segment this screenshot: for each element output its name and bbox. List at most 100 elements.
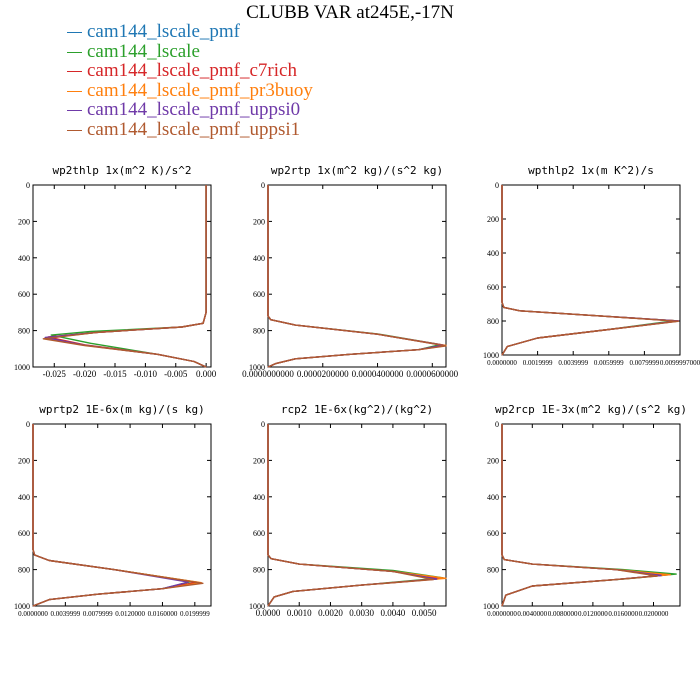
chart-panel: wp2rtp 1x(m^2 kg)/(s^2 kg) 0 200 400 600 800 1… (242, 164, 459, 379)
legend-swatch (67, 51, 82, 53)
x-tick-label: 0.0079999 (630, 359, 660, 367)
legend-swatch (67, 90, 82, 92)
legend-item: cam144_lscale_pmf (67, 22, 313, 42)
x-tick-label: 0.0200000 (639, 610, 669, 618)
y-tick-label: 800 (253, 327, 265, 336)
y-tick-label: 600 (487, 529, 499, 538)
x-tick-label: -0.010 (134, 369, 158, 379)
plot-frame (501, 423, 681, 607)
y-tick-label: 200 (253, 456, 265, 465)
legend-swatch (67, 32, 82, 34)
y-tick-label: 400 (487, 249, 499, 258)
series-line (42, 185, 207, 368)
x-tick-label: 0.0000000 (487, 359, 517, 367)
series-line (32, 424, 204, 607)
x-tick-label: -0.020 (73, 369, 97, 379)
plot-frame (267, 423, 447, 607)
x-tick-label: 0.0000000000 (242, 369, 294, 379)
x-tick-label: -0.015 (103, 369, 127, 379)
y-tick-label: 0 (261, 420, 265, 429)
y-tick-label: 1000 (14, 363, 30, 372)
y-tick-label: 800 (487, 317, 499, 326)
y-tick-label: 200 (487, 456, 499, 465)
series-line (267, 424, 444, 607)
legend-item: cam144_lscale_pmf_pr3buoy (67, 80, 313, 101)
y-tick-label: 400 (487, 493, 499, 502)
chart-title: rcp2 1E-6x(kg^2)/(kg^2) (281, 403, 433, 416)
chart-panel: rcp2 1E-6x(kg^2)/(kg^2) 0 200 400 600 800 1000… (249, 403, 447, 618)
x-tick-label: 0.0120000 (578, 610, 608, 618)
series-line (267, 424, 441, 607)
x-tick-label: 0.0000 (256, 608, 281, 618)
series-line (501, 424, 662, 607)
series-line (50, 185, 207, 368)
legend: cam144_lscale_pmf cam144_lscale cam144_lsc… (67, 22, 313, 139)
x-tick-label: 0.0010 (287, 608, 312, 618)
x-tick-label: 0.0019999 (523, 359, 553, 367)
series-line (501, 185, 679, 356)
legend-label: cam144_lscale_pmf_uppsi1 (87, 118, 301, 140)
y-tick-label: 400 (18, 493, 30, 502)
y-tick-label: 1000 (483, 351, 499, 360)
x-tick-label: 0.000 (196, 369, 217, 379)
y-tick-label: 0 (261, 181, 265, 190)
y-tick-label: 600 (487, 283, 499, 292)
chart-title: wprtp2 1E-6x(m kg)/(s kg) (39, 403, 205, 416)
x-tick-label: 0.0030 (349, 608, 374, 618)
series-line (44, 185, 207, 368)
chart-panel: wpthlp2 1x(m K^2)/s020040060080010000.00… (483, 164, 700, 367)
series-line (44, 185, 207, 368)
y-tick-label: 800 (18, 327, 30, 336)
y-tick-label: 200 (18, 456, 30, 465)
y-tick-label: 0 (495, 181, 499, 190)
x-tick-label: 0.0050 (412, 608, 437, 618)
series-line (267, 185, 444, 368)
series-line (501, 185, 679, 356)
chart-panel: wp2thlp 1x(m^2 K)/s^2 0 200 400 600 800 1000 -0… (14, 164, 217, 379)
x-tick-label: -0.025 (43, 369, 67, 379)
x-tick-label: 0.0000200000 (297, 369, 349, 379)
y-tick-label: 0 (26, 181, 30, 190)
series-line (267, 185, 447, 368)
y-tick-label: 800 (18, 566, 30, 575)
y-tick-label: 600 (18, 529, 30, 538)
x-tick-label: 0.0080000 (548, 610, 578, 618)
legend-swatch (67, 129, 82, 131)
legend-item: cam144_lscale (67, 40, 313, 62)
series-line (501, 185, 679, 356)
legend-label: cam144_lscale (87, 40, 200, 62)
series-line (501, 185, 679, 356)
y-tick-label: 0 (26, 420, 30, 429)
x-tick-label: 0.0040000 (517, 610, 547, 618)
series-line (267, 424, 441, 607)
series-line (501, 185, 679, 356)
chart-title: wp2thlp 1x(m^2 K)/s^2 (52, 164, 191, 177)
series-line (267, 185, 447, 368)
x-tick-label: 0.0160000 (148, 610, 178, 618)
y-tick-label: 600 (253, 529, 265, 538)
plot-frame (267, 184, 447, 368)
series-line (501, 424, 671, 607)
series-line (501, 185, 676, 356)
series-line (32, 424, 190, 607)
x-tick-label: 0.0120000 (115, 610, 145, 618)
y-tick-label: 1000 (249, 363, 265, 372)
series-line (44, 185, 207, 368)
x-tick-label: 0.0000400000 (352, 369, 404, 379)
x-tick-label: 0.0000000 (487, 610, 517, 618)
series-line (267, 424, 435, 607)
y-tick-label: 1000 (249, 602, 265, 611)
x-tick-label: 0.0040 (381, 608, 406, 618)
legend-item: cam144_lscale_pmf_uppsi0 (67, 100, 313, 120)
legend-item: cam144_lscale_pmf_c7rich (67, 61, 313, 81)
y-tick-label: 400 (253, 493, 265, 502)
x-tick-label: 0.0199999 (180, 610, 210, 618)
series-line (267, 424, 447, 607)
y-tick-label: 1000 (483, 602, 499, 611)
y-tick-label: 0 (495, 420, 499, 429)
x-tick-label: 0.0000000 (18, 610, 48, 618)
chart-title: wp2rtp 1x(m^2 kg)/(s^2 kg) (271, 164, 443, 177)
y-tick-label: 200 (18, 217, 30, 226)
plot-frame (32, 184, 212, 368)
